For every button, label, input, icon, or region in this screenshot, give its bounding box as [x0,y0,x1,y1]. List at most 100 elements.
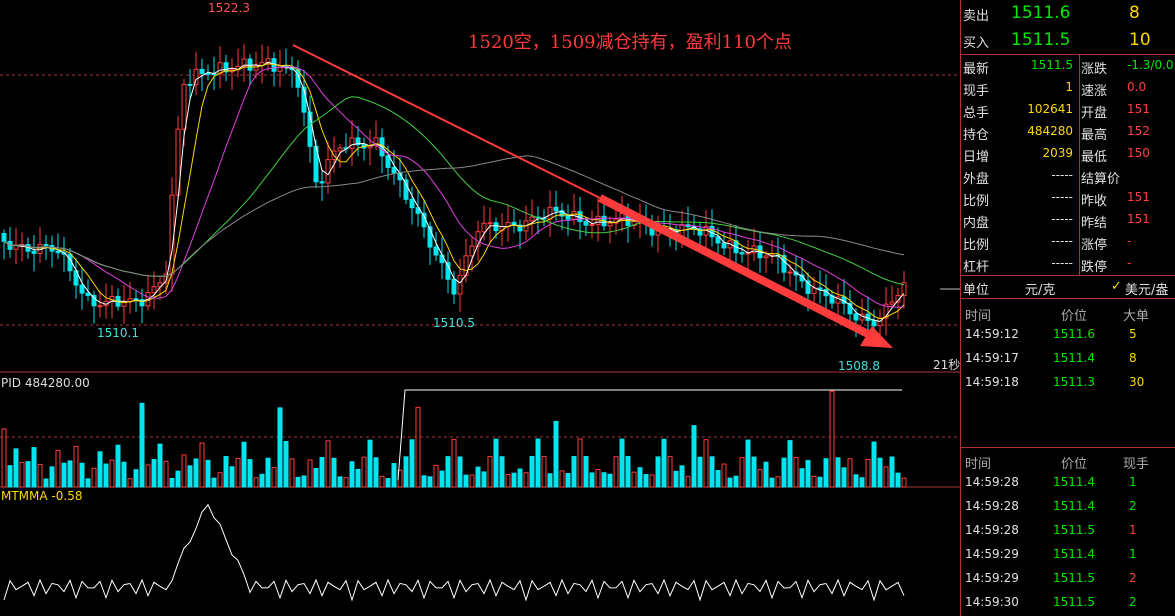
candle-body [715,236,721,244]
candle-body [529,216,535,222]
stat-value: ----- [1051,212,1073,226]
volume-bar [433,464,439,488]
qty-cell: 1 [1129,523,1137,537]
quote-panel: 卖出 1511.6 8 买入 1511.5 10 最新 1511.5 涨跌 -1.3/0.0 现手 1… [960,0,1175,616]
candle-body [805,280,811,294]
volume-bar [631,471,637,488]
candle-body [199,68,205,74]
candle-body [547,206,553,220]
header-cell: 时间 [965,457,992,472]
candle-body [439,254,445,264]
volume-bar [565,473,571,488]
divider [1079,187,1080,209]
volume-bar [667,456,673,488]
volume-bar [175,470,181,488]
volume-bar [625,456,631,488]
stat-value: 0.0 [1127,80,1147,94]
stat-label: 总手 [963,106,990,121]
volume-bar [1,428,7,488]
volume-bar [655,456,661,488]
volume-bar [769,477,775,488]
volume-bar [373,457,379,488]
qty-cell: 1 [1129,547,1137,561]
qty-cell: 2 [1129,499,1137,513]
volume-bar [19,461,25,488]
volume-bar [181,454,187,488]
candle-body [217,62,223,75]
stat-label: 开盘 [1081,106,1108,121]
volume-bar [61,462,67,488]
volume-bar [649,474,655,488]
volume-bar [13,448,19,488]
volume-bar [487,456,493,488]
stat-value: 484280 [1027,124,1073,138]
volume-bar [277,407,283,488]
volume-bar [805,459,811,488]
trend-arrow [292,44,601,199]
candle-body [583,220,589,226]
volume-bar [469,474,475,488]
low-label: 1510.1 [97,326,139,340]
volume-bar [505,473,511,488]
qty-cell: 2 [1129,595,1137,609]
volume-bar [73,445,79,488]
divider [1079,99,1080,121]
volume-bar [361,456,367,488]
quote-label: 卖出 [963,9,990,24]
volume-bar [169,477,175,488]
candle-body [817,287,823,291]
candle-body [433,246,439,256]
stat-row: 现手 1 速涨 0.0 [961,77,1175,99]
chart: 1520空，1509减仓持有，盈利110个点 1522.3 1510.1 151… [0,1,960,602]
candle-body [565,215,571,220]
candle-body [739,252,745,255]
volume-bar [307,459,313,488]
unit-alt: 美元/盎 [1125,283,1169,298]
table-header: 时间 价位 现手 [961,450,1175,472]
volume-bar [43,478,49,488]
volume-bar [757,469,763,488]
volume-bar [409,439,415,488]
volume-bar [451,438,457,488]
volume-bar [367,439,373,488]
volume-bar [415,406,421,488]
volume-bar [799,468,805,488]
stat-row: 比例 ----- 昨收 151 [961,187,1175,209]
stat-value: 152 [1127,124,1150,138]
volume-bar [637,467,643,488]
candle-body [901,282,907,297]
stat-value: 151 [1127,102,1150,116]
volume-bar [823,458,829,488]
volume-bar [253,477,259,488]
volume-bar [601,472,607,488]
stat-row: 最新 1511.5 涨跌 -1.3/0.0 [961,55,1175,77]
volume-bar [529,456,535,488]
time-cell: 14:59:30 [965,595,1019,609]
stat-value: - [1127,234,1132,248]
stat-value: ----- [1051,190,1073,204]
volume-bar [199,442,205,488]
volume-bar [289,458,295,488]
volume-bar [133,469,139,488]
divider [1079,231,1080,253]
volume-bar [571,456,577,488]
volume-bar [379,475,385,488]
volume-bar [703,439,709,488]
price-cell: 1511.5 [1053,523,1095,537]
candle-body [517,224,523,232]
stat-label: 结算价 [1081,172,1121,187]
volume-bar [49,466,55,488]
table-row: 14:59:29 1511.4 1 [961,544,1175,568]
header-cell: 现手 [1123,457,1150,472]
divider [1079,143,1080,165]
unit-label: 单位 [963,283,990,298]
time-cell: 14:59:28 [965,499,1019,513]
candle-body [325,159,331,184]
trend-arrow [598,194,872,339]
candle-body [391,166,397,174]
time-cell: 14:59:17 [965,351,1019,365]
unit-row: 单位 元/克 ✓ 美元/盎 [961,275,1175,299]
volume-bar [859,477,865,488]
candle-body [163,273,169,284]
moving-average [3,61,905,322]
